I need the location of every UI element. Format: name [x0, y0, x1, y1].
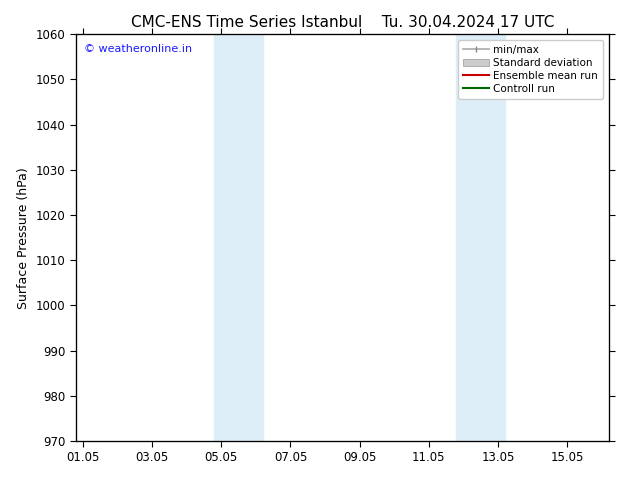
Bar — [456, 34, 505, 441]
Bar — [214, 34, 263, 441]
Legend: min/max, Standard deviation, Ensemble mean run, Controll run: min/max, Standard deviation, Ensemble me… — [458, 40, 604, 99]
Y-axis label: Surface Pressure (hPa): Surface Pressure (hPa) — [17, 167, 30, 309]
Title: CMC-ENS Time Series Istanbul    Tu. 30.04.2024 17 UTC: CMC-ENS Time Series Istanbul Tu. 30.04.2… — [131, 15, 554, 30]
Text: © weatheronline.in: © weatheronline.in — [84, 45, 192, 54]
